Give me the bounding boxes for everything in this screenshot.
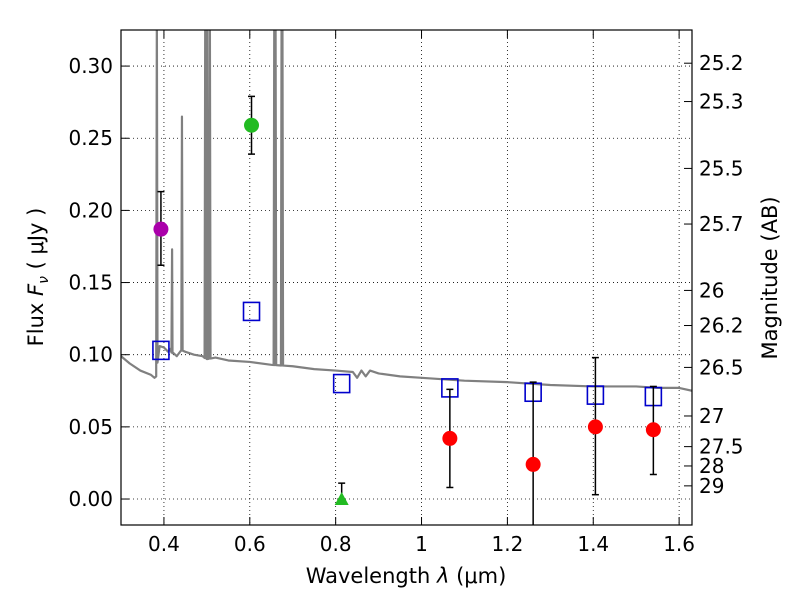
x-tick-label: 1 [415, 532, 428, 556]
mag-tick-label: 26.2 [699, 314, 744, 338]
model-square-marker [242, 301, 261, 322]
non-detection-marker [334, 492, 349, 506]
observed-point-marker [153, 221, 169, 237]
grid [121, 30, 692, 525]
y-tick-label: 0.30 [68, 54, 113, 78]
model-square-marker [152, 340, 170, 361]
x-tick-label: 1.2 [491, 532, 523, 556]
observed-point-marker [442, 430, 458, 446]
mag-tick-label: 25.5 [699, 156, 744, 180]
y-tick-label: 0.20 [68, 198, 113, 222]
ticks: 0.4 0.6 0.8 1 1.2 1.4 1.6 0.00 0.05 0.10 0.15 0.20 0… [68, 30, 744, 556]
mag-tick-label: 25.2 [699, 51, 744, 75]
y2-axis-label: Magnitude (AB) [758, 196, 782, 359]
y-axis-label: Flux Fν ( μJy ) [24, 208, 52, 347]
observed-point-marker [244, 117, 260, 133]
mag-tick-label: 27 [699, 404, 724, 428]
y-tick-label: 0.05 [68, 415, 113, 439]
x-tick-label: 1.4 [577, 532, 609, 556]
y-tick-label: 0.00 [68, 487, 113, 511]
observed-point-marker [587, 419, 603, 435]
mag-tick-label: 25.7 [699, 212, 744, 236]
mag-tick-label: 28 [699, 454, 724, 478]
mag-tick-label: 25.3 [699, 90, 744, 114]
plot-frame [120, 29, 693, 526]
plot-background [121, 30, 692, 525]
y-tick-label: 0.10 [68, 343, 113, 367]
y-tick-label: 0.25 [68, 126, 113, 150]
x-tick-label: 0.4 [148, 532, 180, 556]
data-layer [121, 30, 692, 525]
mag-tick-label: 29 [699, 474, 724, 498]
x-tick-label: 0.8 [320, 532, 352, 556]
x-tick-label: 1.6 [663, 532, 695, 556]
model-square-marker [332, 373, 351, 394]
observed-point-marker [645, 422, 661, 438]
x-axis-label: Wavelength λ (μm) [306, 564, 507, 588]
x-tick-label: 0.6 [234, 532, 266, 556]
y-tick-label: 0.15 [68, 271, 113, 295]
observed-point-marker [525, 456, 541, 472]
mag-tick-label: 26.5 [699, 355, 744, 379]
mag-tick-label: 27.5 [699, 435, 744, 459]
model-spectrum-line [121, 30, 692, 392]
mag-tick-label: 26 [699, 278, 724, 302]
